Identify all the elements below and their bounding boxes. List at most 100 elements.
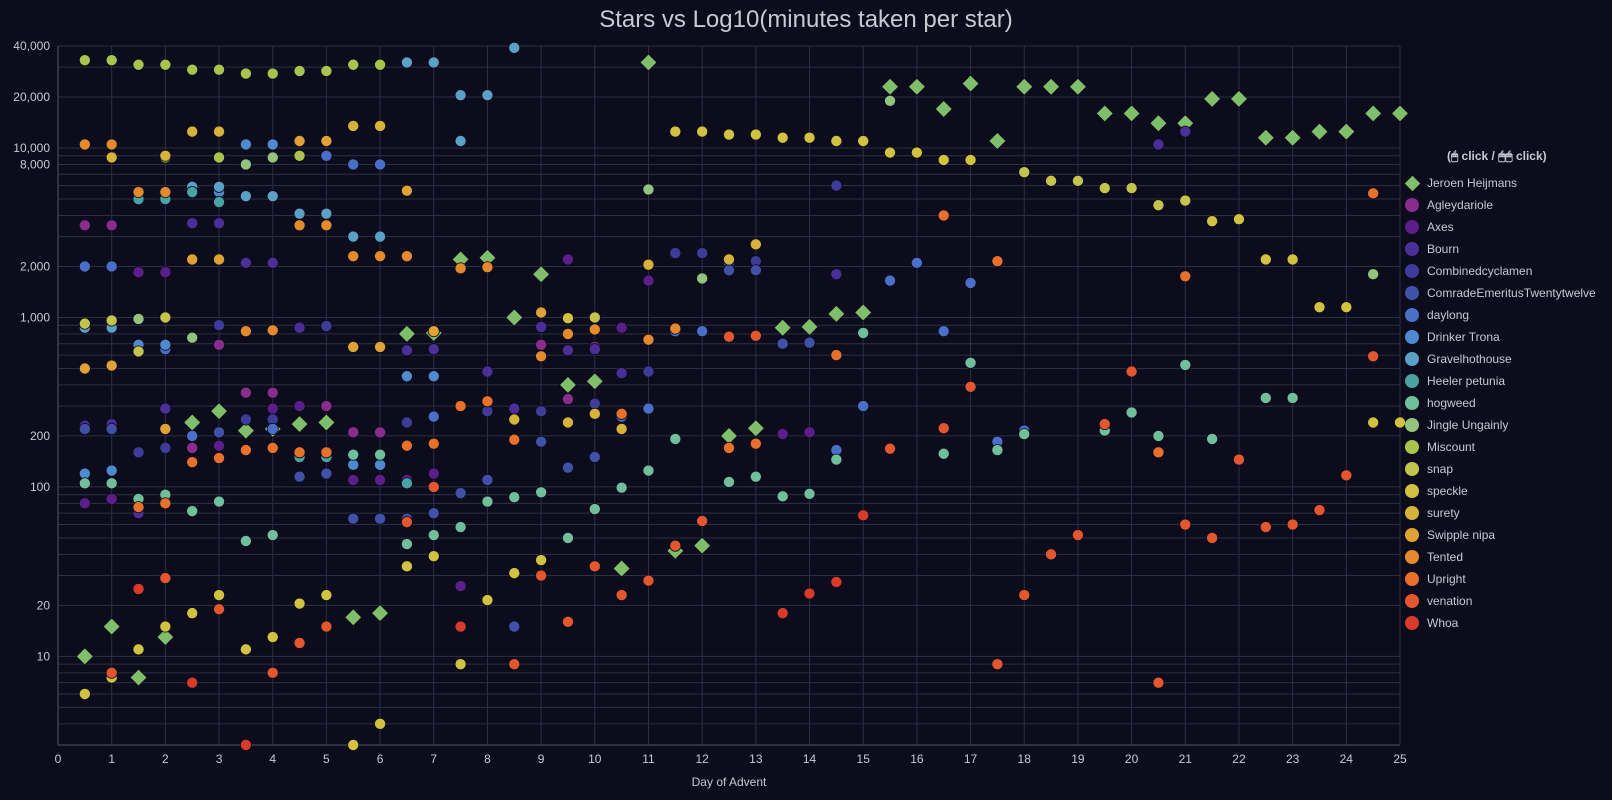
data-point[interactable]	[588, 407, 601, 420]
data-point[interactable]	[454, 135, 467, 148]
data-point[interactable]	[1122, 104, 1141, 123]
data-point[interactable]	[535, 338, 548, 351]
data-point[interactable]	[239, 256, 252, 269]
data-point[interactable]	[615, 367, 628, 380]
data-point[interactable]	[105, 314, 118, 327]
data-point[interactable]	[1152, 138, 1165, 151]
data-point[interactable]	[159, 149, 172, 162]
data-point[interactable]	[293, 636, 306, 649]
data-point[interactable]	[857, 326, 870, 339]
data-point[interactable]	[454, 89, 467, 102]
data-point[interactable]	[213, 452, 226, 465]
data-point[interactable]	[266, 138, 279, 151]
data-point[interactable]	[803, 426, 816, 439]
data-point[interactable]	[558, 375, 578, 394]
data-point[interactable]	[347, 250, 360, 263]
data-point[interactable]	[105, 260, 118, 273]
data-point[interactable]	[186, 456, 199, 469]
data-point[interactable]	[615, 321, 628, 334]
data-point[interactable]	[907, 77, 926, 96]
data-point[interactable]	[561, 312, 574, 325]
data-point[interactable]	[78, 138, 91, 151]
data-point[interactable]	[78, 317, 91, 330]
data-point[interactable]	[159, 186, 172, 199]
data-point[interactable]	[239, 643, 252, 656]
data-point[interactable]	[642, 274, 655, 287]
data-point[interactable]	[1152, 199, 1165, 212]
data-point[interactable]	[481, 473, 494, 486]
data-point[interactable]	[266, 324, 279, 337]
data-point[interactable]	[988, 131, 1007, 151]
data-point[interactable]	[857, 135, 870, 148]
data-point[interactable]	[830, 268, 843, 281]
data-point[interactable]	[427, 467, 440, 480]
data-point[interactable]	[669, 247, 682, 260]
data-point[interactable]	[209, 402, 229, 421]
data-point[interactable]	[293, 219, 306, 232]
data-point[interactable]	[129, 668, 148, 687]
data-point[interactable]	[1313, 504, 1326, 517]
data-point[interactable]	[1206, 432, 1219, 445]
data-point[interactable]	[481, 365, 494, 378]
data-point[interactable]	[320, 64, 333, 77]
data-point[interactable]	[723, 475, 736, 488]
data-point[interactable]	[293, 207, 306, 220]
data-point[interactable]	[1232, 213, 1245, 226]
data-point[interactable]	[374, 158, 387, 171]
data-point[interactable]	[773, 318, 792, 337]
data-point[interactable]	[1206, 531, 1219, 544]
data-point[interactable]	[884, 146, 897, 159]
data-point[interactable]	[78, 477, 91, 490]
data-point[interactable]	[159, 266, 172, 279]
data-point[interactable]	[612, 559, 631, 578]
data-point[interactable]	[239, 158, 252, 171]
data-point[interactable]	[535, 320, 548, 333]
data-point[interactable]	[400, 370, 413, 383]
data-point[interactable]	[239, 386, 252, 399]
data-point[interactable]	[78, 497, 91, 510]
data-point[interactable]	[105, 422, 118, 435]
data-point[interactable]	[800, 317, 819, 336]
data-point[interactable]	[239, 413, 252, 426]
data-point[interactable]	[588, 503, 601, 516]
data-point[interactable]	[880, 77, 900, 96]
data-point[interactable]	[132, 582, 145, 595]
data-point[interactable]	[213, 196, 226, 209]
legend-item[interactable]: Heeler petunia	[1405, 370, 1596, 392]
data-point[interactable]	[371, 604, 390, 623]
data-point[interactable]	[749, 238, 762, 251]
data-point[interactable]	[159, 338, 172, 351]
data-point[interactable]	[535, 405, 548, 418]
data-point[interactable]	[186, 253, 199, 266]
data-point[interactable]	[78, 54, 91, 67]
data-point[interactable]	[1125, 182, 1138, 195]
data-point[interactable]	[669, 322, 682, 335]
data-point[interactable]	[400, 184, 413, 197]
data-point[interactable]	[561, 461, 574, 474]
data-point[interactable]	[1229, 89, 1249, 108]
data-point[interactable]	[132, 312, 145, 325]
data-point[interactable]	[320, 467, 333, 480]
data-point[interactable]	[508, 658, 521, 671]
data-point[interactable]	[723, 330, 736, 343]
data-point[interactable]	[347, 512, 360, 525]
data-point[interactable]	[374, 340, 387, 353]
data-point[interactable]	[374, 717, 387, 730]
data-point[interactable]	[1286, 518, 1299, 531]
data-point[interactable]	[347, 739, 360, 752]
data-point[interactable]	[239, 138, 252, 151]
data-point[interactable]	[1095, 104, 1114, 123]
data-point[interactable]	[186, 607, 199, 620]
data-point[interactable]	[776, 490, 789, 503]
data-point[interactable]	[1337, 122, 1356, 141]
data-point[interactable]	[293, 149, 306, 162]
data-point[interactable]	[427, 437, 440, 450]
data-point[interactable]	[827, 304, 846, 323]
data-point[interactable]	[374, 448, 387, 461]
data-point[interactable]	[186, 676, 199, 689]
data-point[interactable]	[1045, 174, 1058, 187]
data-point[interactable]	[508, 402, 521, 415]
legend-item[interactable]: Jingle Ungainly	[1405, 414, 1596, 436]
legend-item[interactable]: daylong	[1405, 304, 1596, 326]
legend-item[interactable]: Miscount	[1405, 436, 1596, 458]
